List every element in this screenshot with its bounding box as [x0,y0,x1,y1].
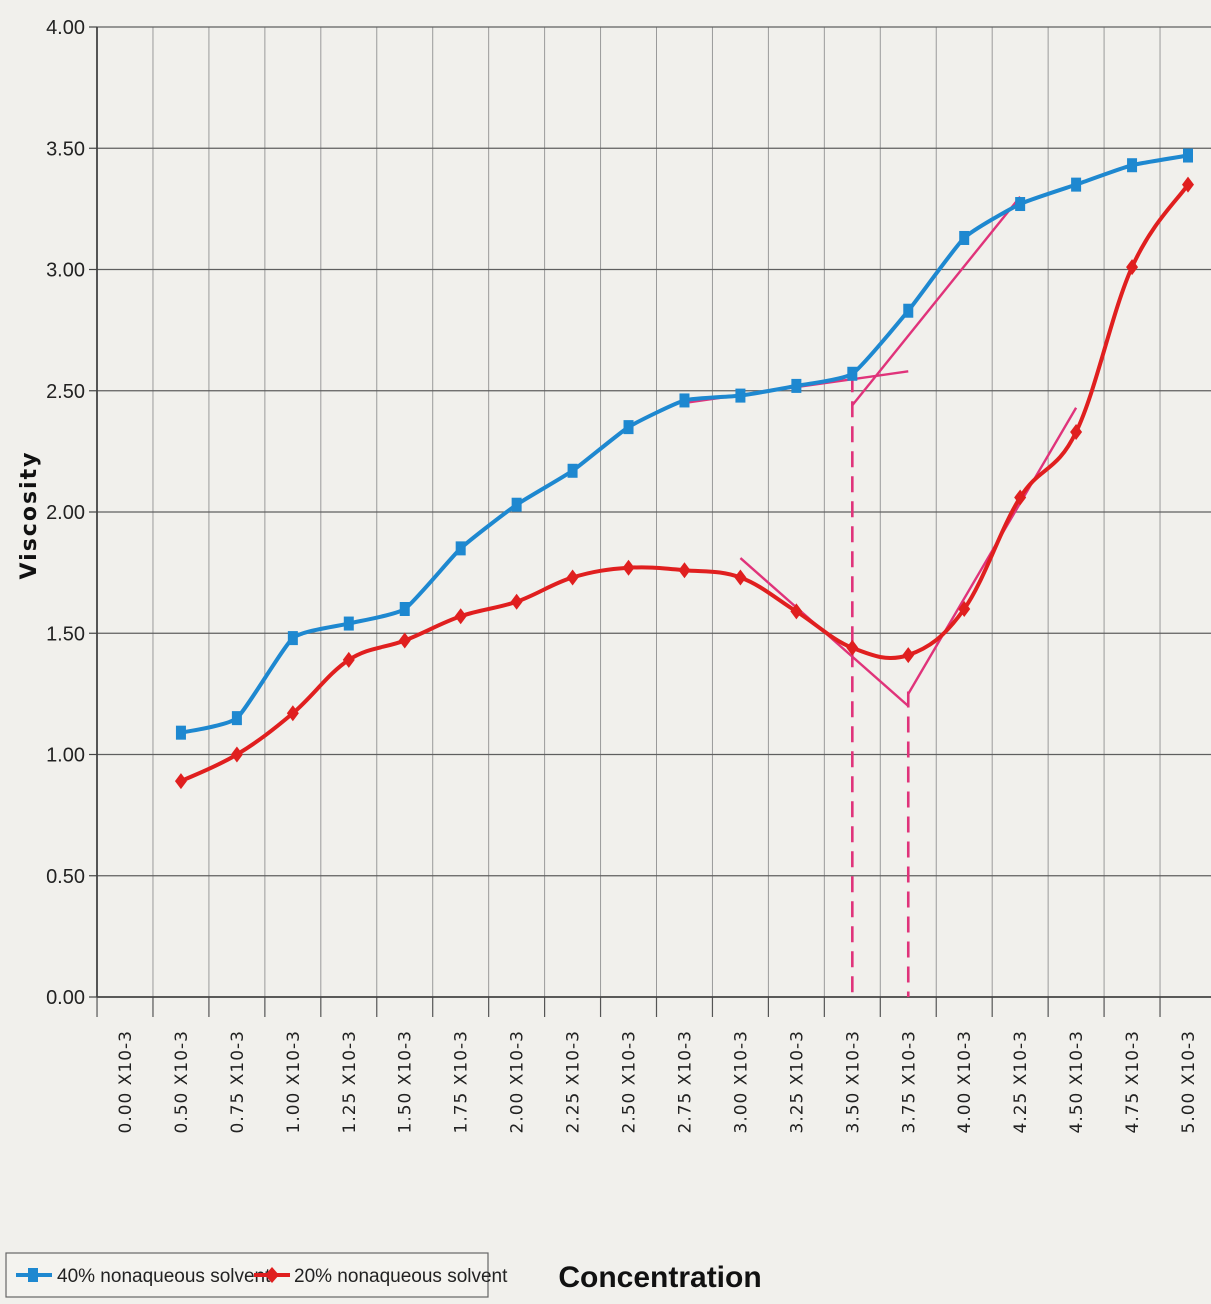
series-line-40pct [180,153,1189,735]
x-tick-label: 4.75 X10-3 [1123,1030,1143,1133]
data-point-40pct [735,388,746,403]
data-point-20pct [1182,176,1194,193]
y-tick-label: 3.50 [46,138,85,160]
series-layer [174,148,1194,790]
data-point-40pct [1071,177,1082,192]
series-line-20pct [180,183,1190,783]
x-tick-label: 0.00 X10-3 [116,1030,136,1133]
x-tick-label: 3.25 X10-3 [787,1030,807,1133]
data-point-20pct [454,608,467,625]
legend-label-40pct: 40% nonaqueous solvent [57,1266,271,1287]
x-tick-label: 1.00 X10-3 [284,1030,304,1133]
x-tick-label: 2.25 X10-3 [564,1030,584,1133]
data-point-40pct [287,631,298,646]
y-axis-ticks: 0.00 0.50 1.00 1.50 2.00 2.50 3.00 3.50 4.00 [46,17,85,1009]
y-tick-label: 2.00 [46,502,85,524]
y-tick-label: 3.00 [46,260,85,282]
data-point-40pct [623,420,634,435]
legend-box [5,1252,489,1298]
legend-marker-40pct [28,1268,38,1282]
x-tick-label: 1.50 X10-3 [396,1030,416,1133]
x-tick-label: 3.00 X10-3 [731,1030,751,1133]
y-tick-label: 0.00 [46,987,85,1009]
y-tick-label: 2.50 [46,381,85,403]
data-point-40pct [455,541,466,556]
y-tick-label: 1.00 [46,745,85,767]
data-point-20pct [230,746,243,763]
data-point-40pct [231,711,242,726]
x-axis-ticks: 0.00 X10-3 0.50 X10-3 0.75 X10-3 1.00 X10-3… [116,1030,1199,1133]
legend-label-20pct: 20% nonaqueous solvent [294,1266,508,1287]
data-point-40pct [1183,148,1193,163]
data-point-20pct [510,593,523,610]
y-axis-title: Viscosity [17,451,42,580]
x-tick-label: 0.50 X10-3 [172,1030,192,1133]
data-point-40pct [679,393,690,408]
data-point-40pct [847,366,858,381]
x-tick-label: 4.50 X10-3 [1067,1030,1087,1133]
data-point-20pct [286,705,299,722]
data-point-40pct [399,602,410,616]
data-point-40pct [567,463,578,478]
y-tick-label: 4.00 [46,17,85,39]
data-point-20pct [734,569,747,586]
legend-marker-20pct [265,1267,279,1283]
data-point-40pct [791,378,802,393]
data-point-40pct [959,230,970,245]
x-tick-label: 4.00 X10-3 [955,1030,975,1133]
plot-grid [89,26,1211,1017]
data-point-20pct [678,562,691,579]
x-tick-label: 4.25 X10-3 [1011,1030,1031,1133]
data-point-40pct [511,497,522,512]
data-point-20pct [398,632,411,649]
data-point-20pct [958,601,971,617]
data-point-20pct [1014,489,1027,506]
y-tick-label: 0.50 [46,866,85,888]
x-tick-label: 0.75 X10-3 [228,1030,248,1133]
data-point-20pct [566,569,579,586]
data-point-40pct [903,303,914,318]
data-point-40pct [1127,158,1138,173]
x-tick-label: 1.25 X10-3 [340,1030,360,1133]
data-point-20pct [174,773,187,790]
tangent-line [851,195,1022,407]
data-point-20pct [622,559,635,576]
x-tick-label: 2.75 X10-3 [675,1030,695,1133]
x-tick-label: 2.50 X10-3 [620,1030,640,1133]
legend: 40% nonaqueous solvent 20% nonaqueous so… [5,1252,508,1298]
x-tick-label: 2.00 X10-3 [508,1030,528,1133]
x-tick-label: 5.00 X10-3 [1179,1030,1199,1133]
y-tick-label: 1.50 [46,623,85,645]
x-tick-label: 3.75 X10-3 [899,1030,919,1133]
data-point-20pct [342,651,355,668]
data-point-40pct [175,725,186,740]
data-point-20pct [1126,259,1139,276]
x-tick-label: 3.50 X10-3 [843,1030,863,1133]
x-tick-label: 1.75 X10-3 [452,1030,472,1133]
data-point-40pct [343,616,354,631]
data-point-20pct [902,647,915,664]
data-point-40pct [1015,197,1026,212]
data-point-20pct [846,639,859,656]
x-axis-title: Concentration [558,1261,761,1294]
data-point-20pct [1070,423,1083,440]
data-point-20pct [790,603,803,620]
